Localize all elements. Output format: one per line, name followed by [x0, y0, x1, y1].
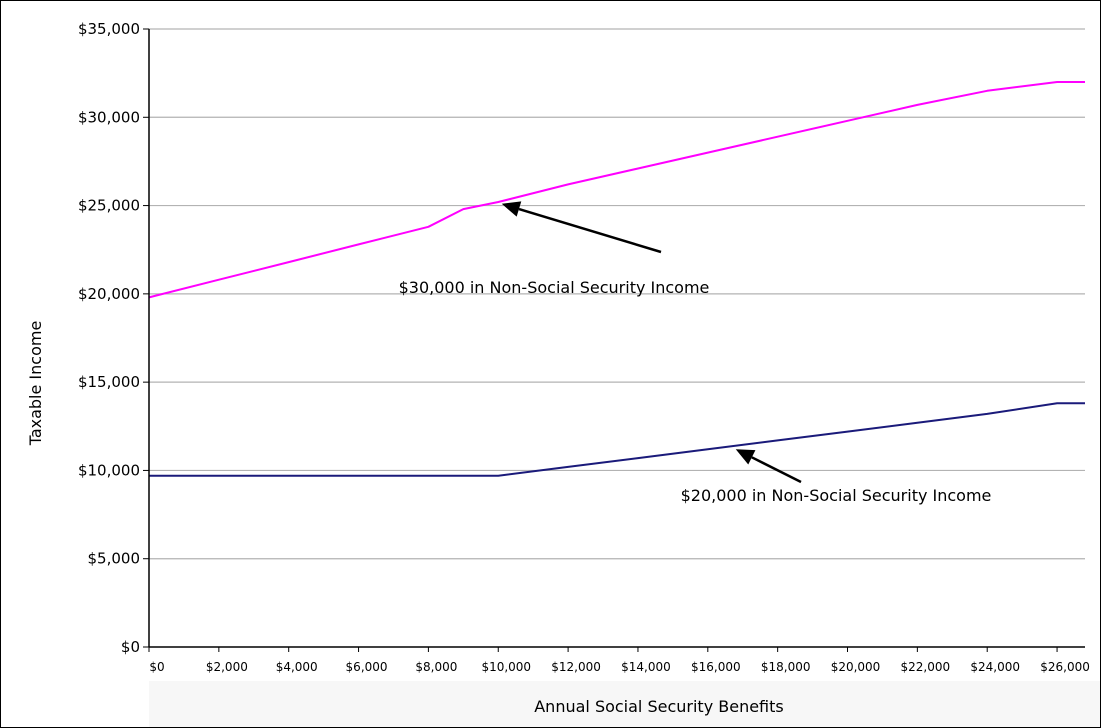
x-tick-label: $2,000: [206, 660, 248, 674]
x-tick-label: $4,000: [276, 660, 318, 674]
y-tick-label: $20,000: [78, 285, 140, 303]
annotation-arrow: [751, 456, 802, 484]
y-axis-title: Taxable Income: [26, 321, 45, 447]
x-tick-label: $10,000: [481, 660, 531, 674]
annotation-arrow: [518, 207, 662, 254]
axes: [143, 28, 1085, 652]
x-tick-label: $8,000: [415, 660, 457, 674]
x-tick-label: $20,000: [831, 660, 881, 674]
annotation-arrowhead: [501, 201, 522, 217]
x-tick-label: $12,000: [551, 660, 601, 674]
series-lines: [148, 81, 1085, 477]
x-tick-label: $18,000: [761, 660, 811, 674]
annotation-label: $20,000 in Non-Social Security Income: [681, 486, 992, 505]
x-axis-band: [149, 681, 1100, 727]
y-tick-label: $30,000: [78, 108, 140, 126]
x-tick-label: $16,000: [691, 660, 741, 674]
y-tick-label: $0: [121, 638, 140, 656]
x-tick-label: $26,000: [1040, 660, 1090, 674]
annotation-label: $30,000 in Non-Social Security Income: [399, 278, 710, 297]
x-tick-label: $0: [149, 660, 164, 674]
x-tick-labels: $0 $2,000 $4,000 $6,000 $8,000 $10,000 $12,000…: [149, 660, 1090, 674]
x-tick-label: $24,000: [970, 660, 1020, 674]
grid-lines: [149, 28, 1085, 560]
x-axis-title: Annual Social Security Benefits: [534, 697, 784, 716]
y-tick-label: $10,000: [78, 461, 140, 479]
x-tick-label: $14,000: [621, 660, 671, 674]
y-tick-label: $35,000: [78, 20, 140, 38]
y-tick-label: $25,000: [78, 197, 140, 215]
y-tick-labels: $0 $5,000 $10,000 $15,000 $20,000 $25,000 $30,…: [78, 20, 140, 656]
x-tick-label: $6,000: [346, 660, 388, 674]
series-line-2: [149, 402, 1085, 477]
x-tick-label: $22,000: [901, 660, 951, 674]
y-tick-label: $5,000: [88, 550, 141, 568]
annotation-arrowhead: [735, 449, 756, 465]
series-line-1: [148, 81, 1085, 299]
y-tick-label: $15,000: [78, 373, 140, 391]
annotations: $30,000 in Non-Social Security Income $20…: [399, 201, 992, 505]
